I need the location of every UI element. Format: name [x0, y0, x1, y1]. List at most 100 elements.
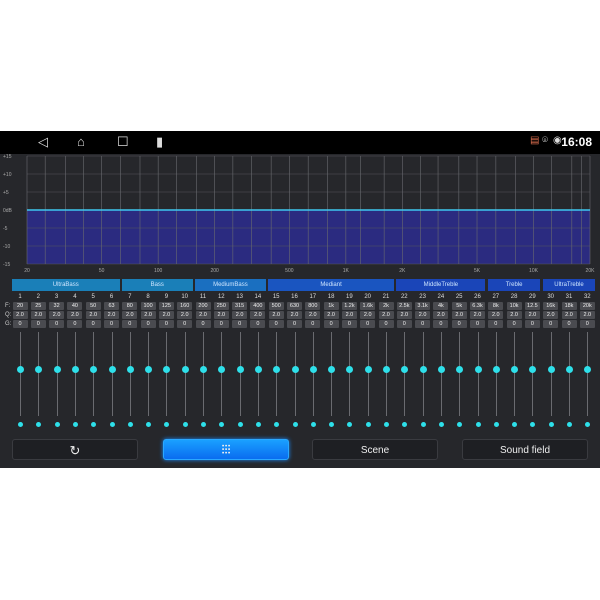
q-field[interactable]: 2.0 — [195, 311, 211, 319]
slider-track[interactable] — [20, 332, 21, 416]
gain-field[interactable]: 0 — [341, 320, 357, 328]
q-field[interactable]: 2.0 — [140, 311, 156, 319]
slider-knob[interactable] — [53, 365, 61, 373]
slider-track[interactable] — [312, 332, 314, 416]
group-header-bass[interactable]: Bass — [121, 279, 193, 291]
frequency-field[interactable]: 4k — [433, 302, 449, 310]
gain-field[interactable]: 0 — [67, 320, 83, 328]
frequency-field[interactable]: 12.5 — [524, 302, 540, 310]
frequency-field[interactable]: 315 — [232, 302, 248, 310]
equalizer-button[interactable]: ⫶⫶⫶ — [163, 439, 289, 460]
frequency-field[interactable]: 500 — [268, 302, 284, 310]
q-field[interactable]: 2.0 — [378, 311, 394, 319]
q-field[interactable]: 2.0 — [122, 311, 138, 319]
slider-track[interactable] — [349, 332, 351, 416]
slider-knob[interactable] — [273, 365, 281, 373]
frequency-field[interactable]: 63 — [104, 302, 119, 310]
frequency-field[interactable]: 1.6k — [360, 302, 376, 310]
q-field[interactable]: 2.0 — [213, 311, 229, 319]
slider-knob[interactable] — [364, 365, 372, 373]
q-field[interactable]: 2.0 — [360, 311, 376, 319]
group-header-treble[interactable]: Treble — [487, 279, 541, 291]
group-header-ultrabass[interactable]: UltraBass — [12, 279, 120, 291]
gain-field[interactable]: 0 — [49, 320, 65, 328]
q-field[interactable]: 2.0 — [287, 311, 302, 319]
gain-field[interactable]: 0 — [30, 320, 46, 328]
scene-button[interactable]: Scene — [312, 439, 438, 460]
slider-track[interactable] — [129, 332, 131, 416]
q-field[interactable]: 2.0 — [323, 311, 339, 319]
q-field[interactable]: 2.0 — [232, 311, 248, 319]
q-field[interactable]: 2.0 — [451, 311, 467, 319]
slider-track[interactable] — [440, 332, 442, 416]
gain-field[interactable]: 0 — [378, 320, 394, 328]
slider-track[interactable] — [550, 332, 552, 416]
gain-field[interactable]: 0 — [250, 320, 266, 328]
gain-field[interactable]: 0 — [232, 320, 248, 328]
frequency-field[interactable]: 250 — [213, 302, 229, 310]
frequency-field[interactable]: 2.5k — [396, 302, 412, 310]
slider-knob[interactable] — [90, 365, 98, 373]
q-field[interactable]: 2.0 — [488, 311, 504, 319]
frequency-field[interactable]: 160 — [177, 302, 193, 310]
gain-field[interactable]: 0 — [268, 320, 284, 328]
gain-field[interactable]: 0 — [323, 320, 339, 328]
slider-knob[interactable] — [291, 365, 299, 373]
q-field[interactable]: 2.0 — [30, 311, 46, 319]
gain-field[interactable]: 0 — [140, 320, 156, 328]
slider-knob[interactable] — [181, 365, 189, 373]
gain-field[interactable]: 0 — [213, 320, 229, 328]
slider-track[interactable] — [569, 332, 570, 416]
gain-field[interactable]: 0 — [104, 320, 119, 328]
q-field[interactable]: 2.0 — [396, 311, 412, 319]
slider-knob[interactable] — [145, 365, 153, 373]
slider-track[interactable] — [495, 332, 497, 416]
slider-knob[interactable] — [511, 365, 519, 373]
frequency-field[interactable]: 200 — [195, 302, 211, 310]
group-header-middletreble[interactable]: MiddleTreble — [396, 279, 486, 291]
q-field[interactable]: 2.0 — [268, 311, 284, 319]
gain-field[interactable]: 0 — [506, 320, 522, 328]
frequency-field[interactable]: 400 — [250, 302, 266, 310]
q-field[interactable]: 2.0 — [341, 311, 357, 319]
frequency-field[interactable]: 20k — [579, 302, 595, 310]
frequency-field[interactable]: 1k — [323, 302, 339, 310]
slider-track[interactable] — [148, 332, 150, 416]
slider-knob[interactable] — [163, 365, 171, 373]
gain-field[interactable]: 0 — [360, 320, 376, 328]
frequency-field[interactable]: 32 — [49, 302, 65, 310]
slider-knob[interactable] — [328, 365, 336, 373]
slider-knob[interactable] — [383, 365, 390, 373]
slider-knob[interactable] — [529, 365, 537, 373]
q-field[interactable]: 2.0 — [543, 311, 559, 319]
slider-track[interactable] — [74, 332, 76, 416]
slider-knob[interactable] — [71, 365, 79, 373]
frequency-field[interactable]: 25 — [30, 302, 46, 310]
gain-field[interactable]: 0 — [488, 320, 504, 328]
slider-track[interactable] — [459, 332, 461, 416]
slider-track[interactable] — [38, 332, 40, 416]
gain-field[interactable]: 0 — [396, 320, 412, 328]
q-field[interactable]: 2.0 — [506, 311, 522, 319]
gain-field[interactable]: 0 — [543, 320, 559, 328]
slider-track[interactable] — [477, 332, 479, 416]
q-field[interactable]: 2.0 — [470, 311, 485, 319]
gain-field[interactable]: 0 — [305, 320, 321, 328]
group-header-ultratreble[interactable]: UltraTreble — [542, 279, 596, 291]
slider-track[interactable] — [93, 332, 95, 416]
q-field[interactable]: 2.0 — [104, 311, 119, 319]
frequency-field[interactable]: 16k — [543, 302, 559, 310]
gain-field[interactable]: 0 — [433, 320, 449, 328]
slider-knob[interactable] — [108, 365, 116, 373]
sound-field-button[interactable]: Sound field — [462, 439, 588, 460]
slider-knob[interactable] — [346, 365, 354, 373]
slider-knob[interactable] — [492, 365, 500, 373]
slider-knob[interactable] — [218, 365, 226, 373]
frequency-field[interactable]: 1.2k — [341, 302, 357, 310]
slider-knob[interactable] — [126, 365, 134, 373]
gain-field[interactable]: 0 — [12, 320, 28, 328]
slider-track[interactable] — [386, 332, 387, 416]
q-field[interactable]: 2.0 — [49, 311, 65, 319]
frequency-field[interactable]: 8k — [488, 302, 504, 310]
slider-track[interactable] — [111, 332, 113, 416]
